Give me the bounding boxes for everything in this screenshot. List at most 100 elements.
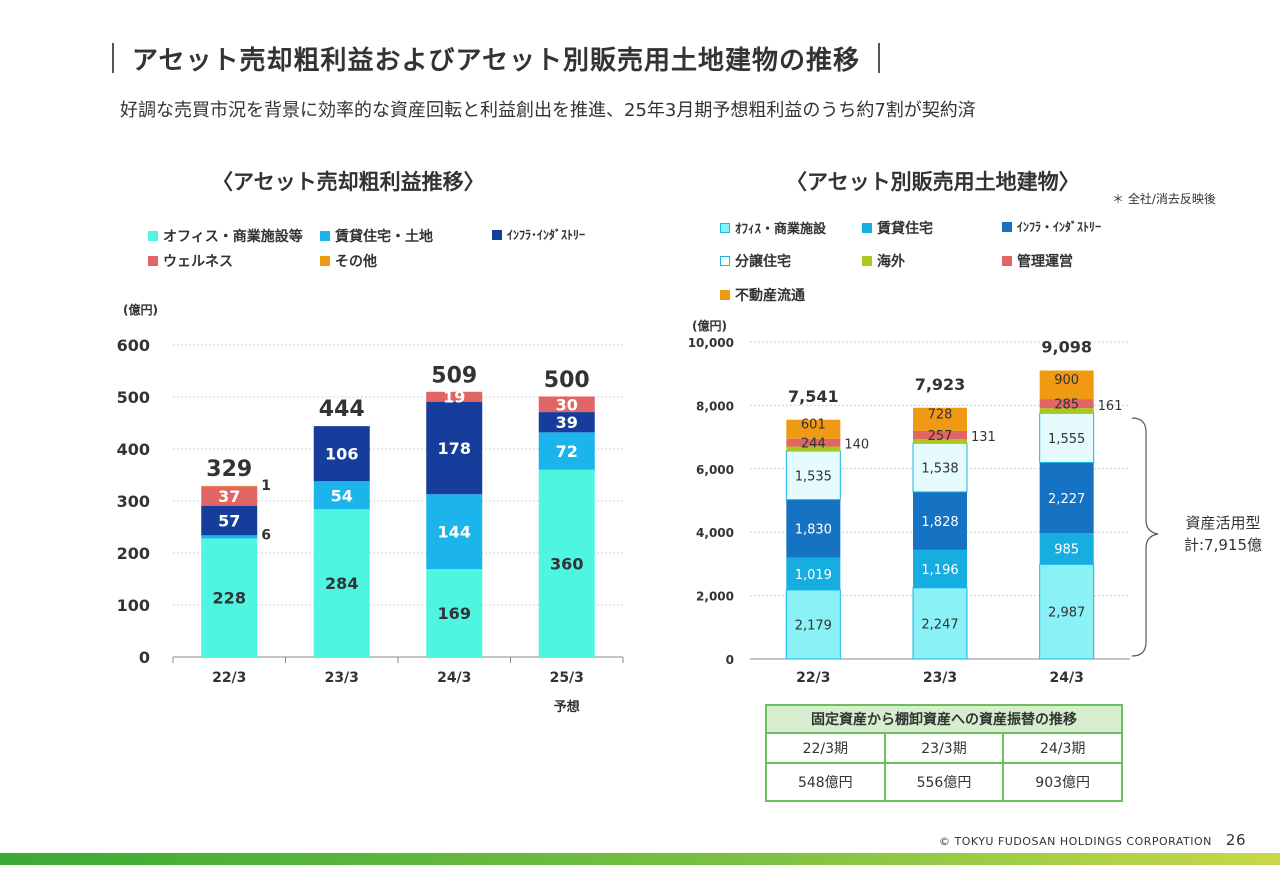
legend-item: ｲﾝﾌﾗ･ｲﾝﾀﾞｽﾄﾘｰ [492, 226, 585, 243]
bar-segment [785, 450, 841, 501]
bar-segment [201, 535, 258, 539]
data-label: 257 [928, 429, 953, 444]
legend-swatch [320, 256, 330, 266]
bar-segment [426, 494, 483, 570]
bar-segment [313, 509, 370, 657]
table-row: 548億円 556億円 903億円 [765, 762, 1123, 802]
legend-swatch [492, 229, 502, 240]
y-tick-label: 2,000 [696, 590, 734, 604]
table-cell: 903億円 [1002, 762, 1123, 802]
data-label: 900 [1054, 373, 1079, 388]
legend-swatch [320, 231, 330, 241]
table-title-row: 固定資産から棚卸資産への資産振替の推移 [765, 704, 1123, 734]
data-label: 2,247 [921, 617, 958, 632]
x-tick-label: 23/3 [325, 670, 359, 686]
y-axis-unit: (億円) [123, 302, 158, 317]
bar-segment [1039, 533, 1094, 565]
data-label: 2,179 [795, 618, 832, 633]
legend-swatch [1002, 256, 1012, 266]
legend-item: ｲﾝﾌﾗ・ｲﾝﾀﾞｽﾄﾘｰ [1002, 218, 1101, 235]
title-divider-right [877, 43, 880, 73]
data-label: 106 [325, 445, 358, 464]
total-label: 7,541 [788, 387, 839, 406]
data-label: 57 [218, 512, 240, 531]
legend-label: ｵﾌｨｽ・商業施設 [735, 222, 827, 237]
bar-segment [313, 481, 370, 510]
legend-swatch [720, 256, 730, 266]
data-label: 728 [928, 407, 953, 422]
bar-segment [913, 549, 967, 588]
bar-segment [786, 438, 841, 447]
legend-item: 海外 [862, 251, 905, 271]
data-label: 1,828 [921, 515, 958, 530]
data-label: 1,535 [795, 469, 832, 484]
data-label: 178 [438, 439, 471, 458]
legend-item: 賃貸住宅 [862, 218, 933, 238]
bar-segment [786, 446, 841, 451]
bar-segment [913, 439, 967, 444]
footer: © TOKYU FUDOSAN HOLDINGS CORPORATION 26 [939, 831, 1246, 849]
page-title-bar: アセット売却粗利益およびアセット別販売用土地建物の推移 [112, 38, 880, 78]
data-label: 1,019 [795, 568, 832, 583]
bar-segment [912, 587, 968, 660]
legend-item: 管理運営 [1002, 251, 1073, 271]
legend-label: 海外 [877, 254, 905, 270]
bar-segment [426, 391, 483, 402]
total-label: 7,923 [915, 375, 966, 394]
data-label: 1,830 [795, 523, 832, 538]
y-tick-label: 300 [117, 492, 150, 511]
legend-label: 管理運営 [1017, 254, 1073, 270]
consolidation-note: ＊ 全社/消去反映後 [1112, 192, 1216, 206]
data-label: 30 [556, 395, 578, 414]
y-axis-unit: (億円) [692, 318, 727, 333]
y-tick-label: 100 [117, 596, 150, 615]
x-tick-label: 22/3 [796, 670, 830, 686]
x-tick-label: 25/3 [550, 670, 584, 686]
y-tick-label: 0 [726, 653, 734, 667]
data-label: 285 [1054, 398, 1079, 413]
title-divider-left [112, 43, 114, 73]
legend-label: 不動産流通 [735, 288, 805, 304]
table-header-cell: 23/3期 [883, 732, 1005, 764]
page-title: アセット売却粗利益およびアセット別販売用土地建物の推移 [132, 45, 860, 76]
bar-segment [426, 569, 483, 657]
y-tick-label: 8,000 [696, 399, 734, 413]
y-tick-label: 200 [117, 544, 150, 563]
bar-segment [538, 469, 595, 657]
bar-segment [913, 430, 967, 440]
bar-segment [201, 505, 258, 536]
legend-swatch [720, 290, 730, 300]
data-label: 161 [1098, 399, 1123, 414]
left-chart-title: 〈アセット売却粗利益推移〉 [212, 170, 485, 194]
data-label: 54 [331, 486, 353, 505]
bar-segment [913, 491, 967, 550]
y-tick-label: 500 [117, 388, 150, 407]
x-tick-sublabel: 予想 [554, 699, 580, 715]
legend-label: ウェルネス [163, 254, 233, 270]
page-number: 26 [1225, 831, 1246, 849]
x-tick-label: 22/3 [212, 670, 246, 686]
y-tick-label: 600 [117, 336, 150, 355]
data-label: 2,987 [1048, 606, 1085, 621]
annotation-line2: 計:7,915億 [1184, 536, 1262, 554]
bar-segment [786, 557, 841, 590]
bar-segment [201, 486, 258, 506]
bar-segment [1039, 462, 1094, 534]
bar-segment [1039, 370, 1094, 400]
bar-segment [1039, 412, 1095, 463]
legend-item: オフィス・商業施設等 [148, 226, 303, 246]
table-title: 固定資産から棚卸資産への資産振替の推移 [765, 704, 1123, 734]
table-cell: 548億円 [765, 762, 886, 802]
legend-item: 不動産流通 [720, 285, 805, 305]
y-tick-label: 10,000 [688, 336, 734, 350]
annotation-brace [1131, 417, 1159, 657]
data-label: 1,196 [921, 563, 958, 578]
legend-label: ｲﾝﾌﾗ・ｲﾝﾀﾞｽﾄﾘｰ [1017, 220, 1102, 234]
data-label: 1 [261, 478, 271, 494]
copyright-text: © TOKYU FUDOSAN HOLDINGS CORPORATION [939, 835, 1212, 848]
legend-label: オフィス・商業施設等 [163, 229, 303, 245]
data-label: 360 [550, 554, 583, 573]
legend-label: 賃貸住宅・土地 [335, 229, 433, 245]
